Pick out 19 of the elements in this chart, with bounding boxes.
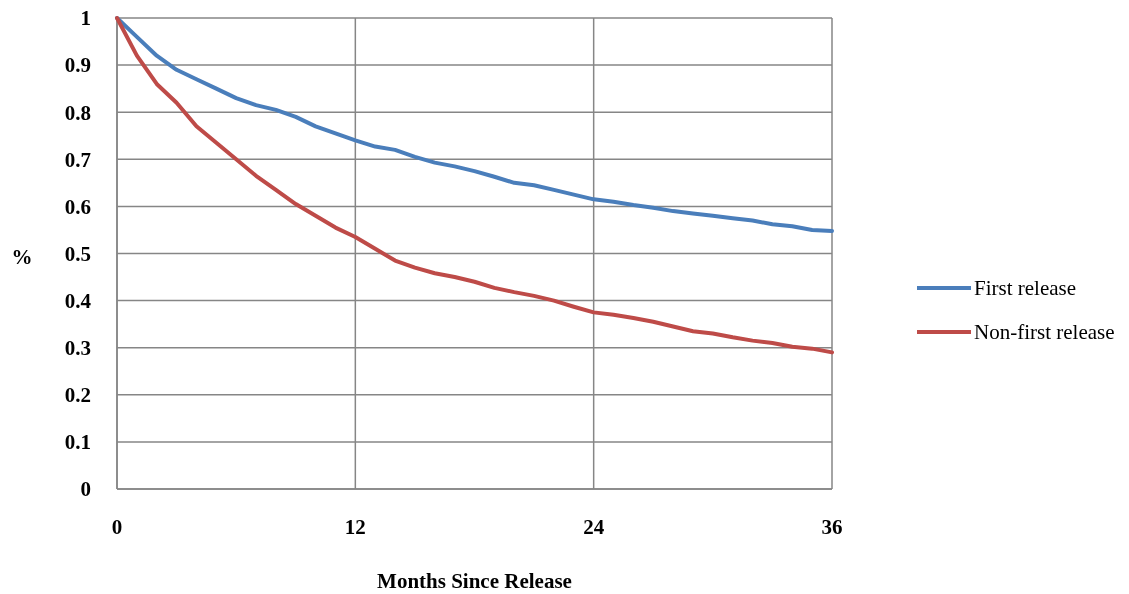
legend-label: Non-first release (974, 320, 1115, 345)
y-axis-title: % (11, 245, 33, 269)
y-tick-label: 0.6 (64, 194, 91, 219)
y-tick-label: 0.4 (64, 288, 92, 313)
y-tick-label: 0.8 (64, 100, 91, 125)
y-tick-label: 0.3 (64, 336, 91, 361)
x-tick-label: 12 (344, 515, 366, 539)
legend-label: First release (974, 276, 1077, 301)
x-tick-label: 0 (111, 515, 123, 539)
y-tick-label: 1 (80, 6, 91, 31)
x-axis-title: Months Since Release (377, 569, 572, 593)
y-tick-label: 0.9 (64, 53, 91, 78)
y-tick-label: 0.5 (64, 241, 91, 266)
y-tick-label: 0 (80, 477, 91, 502)
y-tick-label: 0.1 (64, 430, 91, 455)
x-tick-label: 36 (821, 515, 843, 539)
y-tick-label: 0.7 (64, 147, 91, 172)
y-tick-label: 0.2 (64, 383, 91, 408)
x-tick-label: 24 (583, 515, 605, 539)
